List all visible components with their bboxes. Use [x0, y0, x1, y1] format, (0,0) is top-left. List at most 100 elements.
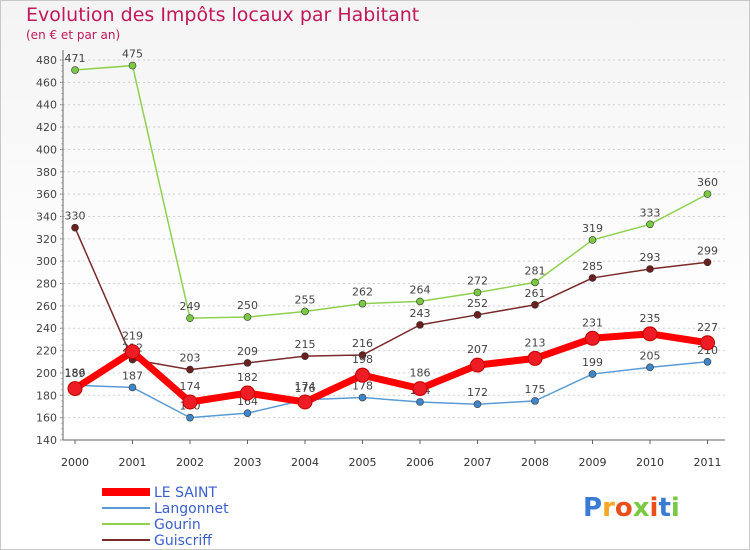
data-label: 255: [295, 293, 316, 306]
y-tick-label: 480: [36, 54, 57, 67]
data-point: [588, 236, 597, 244]
y-tick-label: 340: [36, 210, 57, 223]
data-label: 207: [467, 343, 488, 356]
data-label: 299: [697, 244, 718, 257]
data-label: 249: [180, 300, 201, 313]
y-tick-label: 380: [36, 166, 57, 179]
data-point: [128, 383, 137, 392]
x-tick-label: 2010: [636, 456, 664, 469]
x-tick-label: 2001: [119, 456, 147, 469]
data-point: [588, 370, 597, 378]
x-tick-label: 2006: [406, 456, 434, 469]
y-tick-label: 320: [36, 233, 57, 246]
data-label: 172: [467, 386, 488, 399]
y-tick-label: 240: [36, 322, 57, 335]
data-point: [473, 400, 482, 409]
data-point: [646, 363, 654, 372]
data-label: 182: [237, 371, 258, 384]
x-tick-label: 2005: [349, 456, 377, 469]
data-point: [412, 381, 428, 397]
data-point: [243, 313, 252, 321]
y-tick-label: 400: [36, 143, 57, 156]
data-point: [186, 314, 194, 322]
data-label: 174: [295, 380, 316, 393]
data-point: [243, 409, 252, 417]
legend-label: Gourin: [154, 517, 201, 533]
series-line-guiscriff: [74, 226, 709, 371]
data-point: [703, 190, 712, 198]
data-point: [473, 311, 482, 319]
x-tick-label: 2011: [694, 456, 722, 469]
data-label: 213: [525, 336, 546, 349]
data-label: 264: [410, 283, 431, 296]
data-point: [416, 321, 424, 329]
data-label: 293: [640, 251, 661, 264]
data-label: 174: [180, 380, 201, 393]
y-tick-label: 280: [36, 278, 57, 291]
data-label: 205: [640, 349, 661, 362]
data-point: [700, 335, 715, 351]
data-point: [71, 66, 79, 74]
x-tick-label: 2004: [291, 456, 319, 469]
data-point: [128, 61, 137, 70]
data-point: [416, 297, 424, 306]
y-tick-label: 180: [36, 389, 57, 402]
y-tick-label: 260: [36, 300, 57, 313]
data-label: 360: [697, 176, 718, 189]
y-tick-label: 200: [36, 367, 57, 380]
data-label: 215: [295, 338, 316, 351]
x-tick-label: 2003: [234, 456, 262, 469]
data-point: [182, 394, 198, 410]
x-tick-label: 2000: [61, 456, 89, 469]
data-label: 219: [122, 330, 143, 343]
data-label: 231: [582, 316, 603, 329]
data-label: 285: [582, 260, 603, 273]
data-label: 187: [122, 369, 143, 382]
data-point: [358, 299, 367, 308]
data-label: 471: [65, 52, 86, 65]
data-label: 227: [697, 321, 718, 334]
y-tick-label: 300: [36, 255, 57, 268]
data-point: [186, 413, 194, 422]
y-tick-label: 160: [36, 412, 57, 425]
data-point: [703, 258, 712, 267]
data-label: 235: [640, 312, 661, 325]
y-tick-label: 220: [36, 345, 57, 358]
data-point: [301, 352, 309, 360]
data-label: 261: [525, 287, 546, 300]
data-label: 333: [640, 206, 661, 219]
data-point: [186, 365, 194, 374]
data-label: 175: [525, 383, 546, 396]
data-label: 209: [237, 345, 258, 358]
data-label: 176: [295, 382, 316, 395]
data-point: [531, 300, 539, 309]
data-label: 186: [65, 367, 86, 380]
data-point: [416, 398, 424, 406]
y-tick-label: 140: [36, 434, 57, 447]
data-point: [470, 357, 485, 373]
data-label: 262: [352, 286, 373, 299]
data-point: [531, 278, 539, 287]
data-point: [646, 220, 654, 229]
data-label: 186: [410, 367, 431, 380]
legend-label: Guiscriff: [154, 533, 212, 549]
data-point: [358, 351, 367, 359]
data-point: [243, 359, 252, 367]
series-line-langonnet: [74, 361, 709, 419]
data-point: [473, 288, 482, 297]
data-point: [125, 344, 140, 360]
data-point: [531, 397, 539, 405]
data-label: 164: [237, 395, 258, 408]
legend-label: LE SAINT: [154, 485, 217, 501]
data-point: [358, 393, 367, 402]
chart-title: Evolution des Impôts locaux par Habitant: [26, 4, 420, 26]
data-label: 243: [410, 307, 431, 320]
data-point: [355, 367, 370, 383]
y-tick-label: 440: [36, 99, 57, 112]
chart-subtitle: (en € et par an): [26, 28, 121, 42]
data-point: [67, 381, 83, 397]
data-label: 198: [352, 353, 373, 366]
y-tick-label: 460: [36, 76, 57, 89]
data-label: 250: [237, 299, 258, 312]
